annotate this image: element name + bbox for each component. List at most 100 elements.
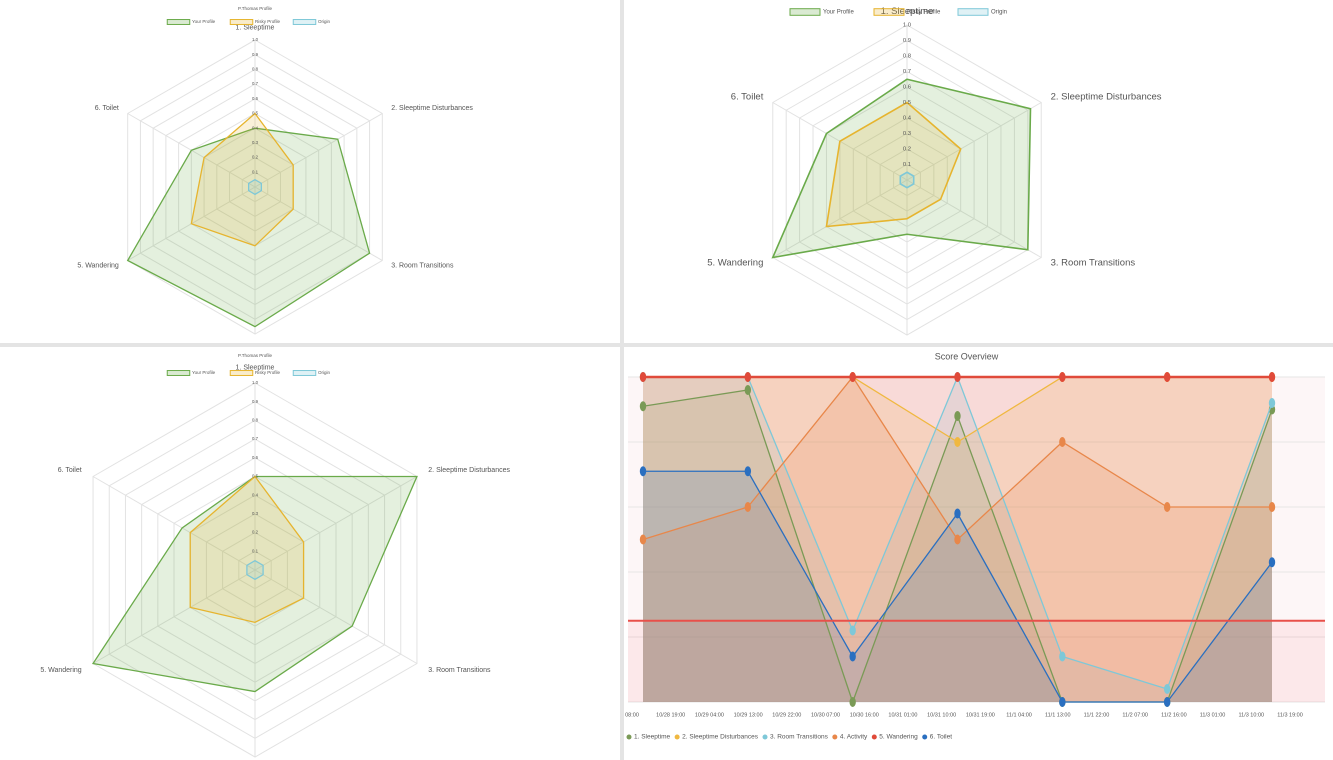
legend-label: 4. Activity: [840, 734, 868, 741]
tick-label: 0.9: [252, 399, 259, 404]
x-tick-label: 10/30 16:00: [850, 712, 879, 718]
legend-swatch: [957, 8, 989, 16]
data-point: [1059, 372, 1066, 382]
data-point: [744, 502, 752, 512]
radar-area: [126, 127, 371, 328]
data-point: [1163, 372, 1171, 382]
spoke: [254, 569, 418, 664]
x-tick-label: 10/29 13:00: [734, 712, 763, 718]
tick-label: 0.7: [903, 69, 911, 75]
x-tick-label: 10/31 01:00: [888, 712, 917, 718]
legend-label: 6. Toilet: [930, 734, 952, 741]
tick-label: 0.2: [252, 155, 259, 160]
legend-label: Your Profile: [192, 19, 216, 24]
spoke: [92, 476, 256, 571]
axis-label: 3. Room Transitions: [391, 262, 454, 269]
spoke: [92, 569, 256, 664]
legend-label: 5. Wandering: [879, 734, 918, 741]
legend-marker: [922, 734, 928, 740]
chart-title: P.Thomas Profile: [238, 6, 272, 11]
chart-title: P.Thomas Profile: [238, 353, 272, 358]
legend-label: Risky Profile: [907, 10, 941, 16]
tick-label: 0.2: [903, 147, 911, 153]
x-tick-label: 10/29 22:00: [772, 712, 801, 718]
band: [628, 377, 1325, 621]
data-point: [744, 385, 752, 395]
axis-label: 3. Room Transitions: [428, 667, 491, 674]
x-tick-label: 11/3 01:00: [1200, 712, 1226, 718]
tick-label: 0.9: [903, 38, 911, 44]
legend-marker: [626, 734, 632, 740]
axis-label: 5. Wandering: [707, 257, 763, 268]
legend-label: Risky Profile: [255, 370, 281, 375]
data-point: [1163, 697, 1171, 707]
axis-label: 6. Toilet: [95, 105, 119, 112]
data-point: [1059, 437, 1066, 447]
x-tick-label: 10/28 19:00: [656, 712, 685, 718]
legend-label: Origin: [318, 19, 331, 24]
radar-area: [189, 475, 305, 624]
legend-swatch: [873, 8, 905, 16]
radar-area: [190, 112, 294, 247]
radar-area: [246, 559, 264, 581]
axis-label: 5. Wandering: [77, 262, 118, 269]
axis-label: 5. Wandering: [40, 667, 81, 674]
data-point: [1268, 557, 1276, 568]
spoke: [906, 179, 1042, 258]
legend-label: Your Profile: [823, 10, 854, 16]
chart-panel: 0.1 0.2 0.3 0.4 0.5 0.6 0.7 0.8 0.9 1.0 1. Sleepti…: [77, 6, 473, 335]
chart-title: Score Overview: [935, 351, 999, 361]
spoke: [254, 186, 383, 261]
x-tick-label: 11/3 10:00: [1238, 712, 1264, 718]
tick-label: 0.5: [252, 474, 259, 479]
legend-swatch: [166, 370, 191, 376]
data-point: [849, 372, 856, 382]
data-point: [1163, 502, 1171, 512]
tick-label: 0.1: [252, 548, 259, 553]
x-tick-label: 10/29 04:00: [695, 712, 724, 718]
axis-label: 1. Sleeptime: [881, 6, 934, 17]
legend-label: 3. Room Transitions: [770, 734, 829, 741]
legend-swatch: [229, 19, 254, 25]
data-point: [1268, 398, 1276, 408]
x-tick-label: 10/31 19:00: [966, 712, 995, 718]
tick-label: 0.6: [903, 85, 912, 91]
legend-swatch: [292, 370, 317, 376]
data-point: [1163, 684, 1171, 694]
series-area: [643, 390, 1272, 702]
tick-label: 0.4: [252, 492, 259, 497]
spoke: [254, 113, 383, 188]
x-tick-label: 11/1 13:00: [1045, 712, 1071, 718]
axis-label: 1. Sleeptime: [236, 365, 275, 372]
data-point: [849, 697, 856, 707]
data-point: [954, 437, 961, 447]
legend-marker: [871, 734, 877, 740]
data-point: [954, 372, 961, 382]
legend-marker: [832, 734, 838, 740]
chart-panel: 0.1 0.2 0.3 0.4 0.5 0.6 0.7 0.8 0.9 1.0 1. Sleepti…: [707, 6, 1162, 336]
legend-label: Origin: [318, 370, 331, 375]
tick-label: 0.3: [903, 131, 912, 137]
radar-area: [247, 178, 263, 196]
tick-label: 0.7: [252, 436, 259, 441]
data-point: [954, 534, 961, 545]
tick-label: 0.9: [252, 52, 259, 57]
data-point: [639, 466, 647, 477]
data-point: [954, 508, 961, 519]
tick-label: 0.3: [252, 511, 259, 516]
axis-label: 6. Toilet: [58, 467, 82, 474]
data-point: [744, 466, 752, 477]
data-point: [639, 401, 647, 412]
axis-label: 6. Toilet: [731, 92, 764, 103]
spoke: [772, 179, 908, 258]
data-point: [1268, 372, 1276, 382]
axis-label: 3. Room Transitions: [1051, 257, 1136, 268]
x-tick-label: 11/3 19:00: [1277, 712, 1303, 718]
data-point: [1059, 697, 1066, 707]
tick-label: 0.8: [252, 418, 259, 423]
data-point: [1059, 651, 1066, 662]
tick-label: 0.8: [252, 67, 259, 72]
chart-panel: 08:00 10/28 19:00 10/29 04:00 10/29 13:00 10…: [625, 351, 1325, 741]
